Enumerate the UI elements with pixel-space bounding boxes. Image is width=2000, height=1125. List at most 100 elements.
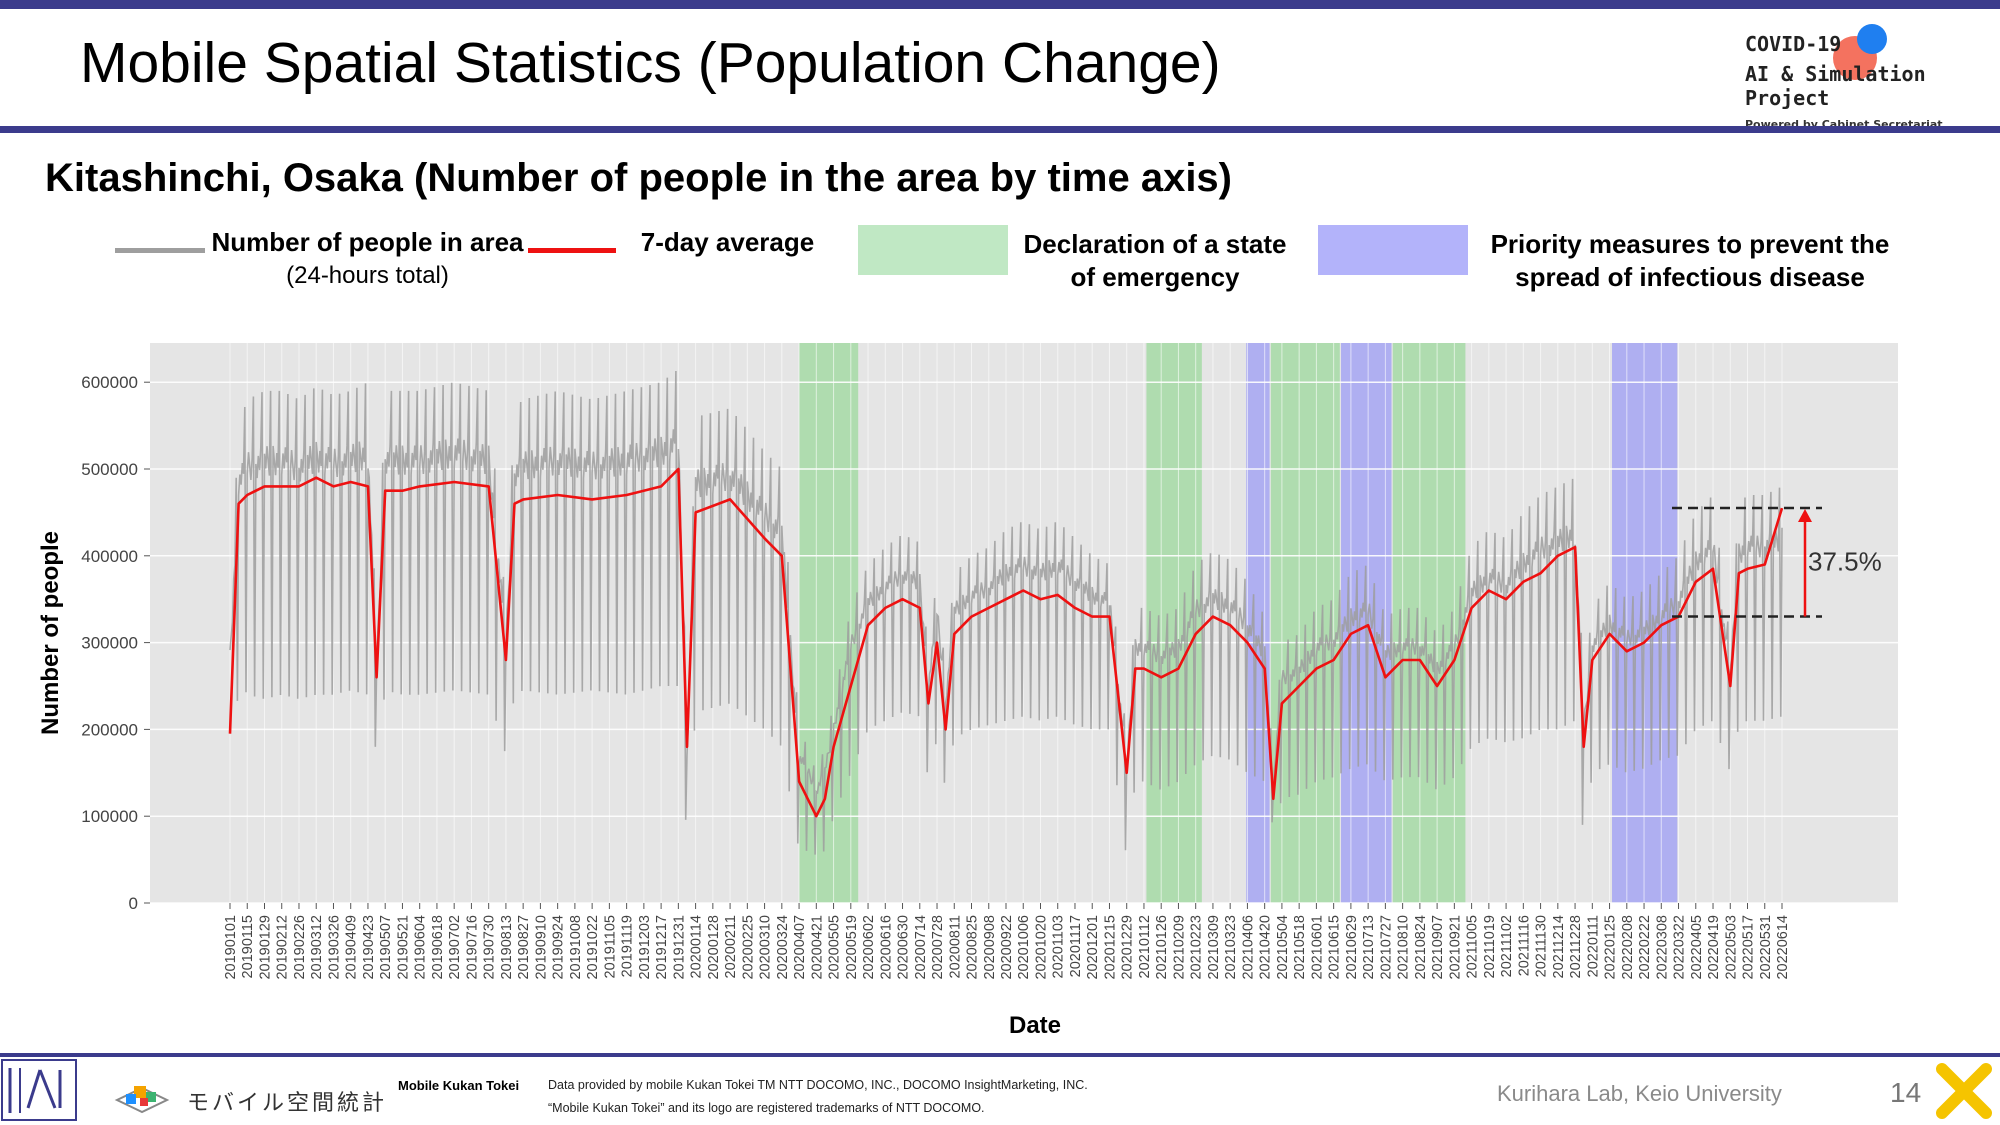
x-tick-label: 20190212 <box>275 915 291 980</box>
brand-english: Mobile Kukan Tokei <box>398 1078 520 1093</box>
legend-daily-subtext: (24-hours total) <box>286 262 449 289</box>
x-tick-label: 20190226 <box>292 915 308 980</box>
x-tick-label: 20211005 <box>1465 915 1481 978</box>
legend-daily-text: Number of people in area <box>211 227 524 257</box>
x-tick-label: 20201229 <box>1120 915 1136 980</box>
page-title: Mobile Spatial Statistics (Population Ch… <box>80 31 1221 95</box>
legend-priority-text-1: Priority measures to prevent the <box>1490 229 1890 259</box>
x-tick-label: 20200811 <box>947 915 963 978</box>
daily-count-line <box>229 370 1783 855</box>
change-annotation: 37.5% <box>1672 506 1882 618</box>
x-tick-label: 20200908 <box>982 915 998 980</box>
x-tick-label: 20190813 <box>499 915 515 980</box>
x-tick-label: 20200114 <box>689 915 705 978</box>
x-tick-label: 20220222 <box>1637 915 1653 980</box>
top-accent-bar <box>0 0 2000 9</box>
legend-priority-text-2: spread of infectious disease <box>1515 262 1865 292</box>
x-tick-label: 20190702 <box>447 915 463 980</box>
x-tick-label: 20210420 <box>1258 915 1274 980</box>
x-tick-label: 20200714 <box>913 915 929 980</box>
x-axis-ticks: 20190101 20190115 20190129 20190212 20190226… <box>223 903 1791 980</box>
x-tick-label: 20191217 <box>654 915 670 980</box>
x-tick-label: 20200519 <box>844 915 860 980</box>
legend-emergency-text-2: of emergency <box>1070 262 1240 292</box>
x-tick-label: 20210824 <box>1413 915 1429 980</box>
x-tick-label: 20210601 <box>1309 915 1325 980</box>
x-tick-label: 20201103 <box>1051 915 1067 978</box>
x-tick-label: 20210209 <box>1171 915 1187 980</box>
x-tick-label: 20210921 <box>1447 915 1463 980</box>
x-tick-label: 20210323 <box>1223 915 1239 980</box>
y-tick-label: 300000 <box>81 634 138 653</box>
x-tick-label: 20210713 <box>1361 915 1377 980</box>
x-tick-label: 20191231 <box>671 915 687 980</box>
x-tick-label: 20190312 <box>309 915 325 980</box>
x-tick-label: 20220308 <box>1654 915 1670 980</box>
x-tick-label: 20210629 <box>1344 915 1360 980</box>
x-tick-label: 20201006 <box>1016 915 1032 980</box>
annotation-percent-label: 37.5% <box>1808 546 1882 576</box>
x-tick-label: 20211019 <box>1482 915 1498 978</box>
x-tick-label: 20190129 <box>257 915 273 980</box>
legend-priority-label: Priority measures to prevent the spread … <box>1470 228 1910 294</box>
seven-day-average-line <box>228 467 1784 818</box>
x-tick-label: 20220419 <box>1706 915 1722 980</box>
legend-daily-swatch <box>115 248 205 253</box>
x-tick-label: 20190521 <box>395 915 411 980</box>
x-tick-label: 20220531 <box>1758 915 1774 980</box>
x-tick-label: 20190604 <box>413 915 429 980</box>
x-tick-label: 20200505 <box>827 915 843 980</box>
x-tick-label: 20191119 <box>620 915 636 977</box>
x-tick-label: 20190730 <box>482 915 498 980</box>
x-tick-label: 20210907 <box>1430 915 1446 980</box>
y-tick-label: 400000 <box>81 547 138 566</box>
x-tick-label: 20190716 <box>464 915 480 980</box>
x-tick-label: 20211102 <box>1499 915 1515 977</box>
x-tick-label: 20190409 <box>344 915 360 980</box>
x-tick-label: 20220503 <box>1723 915 1739 980</box>
x-tick-label: 20200825 <box>965 915 981 980</box>
x-tick-label: 20220111 <box>1585 915 1601 977</box>
x-tick-label: 20210504 <box>1275 915 1291 980</box>
data-credit-line-1: Data provided by mobile Kukan Tokei TM N… <box>548 1078 1088 1092</box>
x-tick-label: 20220322 <box>1672 915 1688 980</box>
x-tick-label: 20210223 <box>1189 915 1205 980</box>
daily-series <box>229 370 1783 855</box>
x-tick-label: 20220405 <box>1689 915 1705 980</box>
grid-lines <box>150 343 1898 904</box>
x-tick-label: 20210727 <box>1378 915 1394 980</box>
y-tick-label: 200000 <box>81 720 138 739</box>
x-tick-label: 20200128 <box>706 915 722 980</box>
data-credit-line-2: “Mobile Kukan Tokei” and its logo are re… <box>548 1101 985 1115</box>
x-tick-label: 20200421 <box>809 915 825 980</box>
x-tick-label: 20200616 <box>878 915 894 980</box>
x-tick-label: 20210406 <box>1240 915 1256 980</box>
x-tick-label: 20210518 <box>1292 915 1308 980</box>
brand-japanese: モバイル空間統計 <box>187 1090 388 1115</box>
legend-emergency-swatch <box>858 225 1008 275</box>
x-tick-label: 20211228 <box>1568 915 1584 978</box>
x-tick-label: 20201117 <box>1068 915 1084 977</box>
x-tick-label: 20201020 <box>1033 915 1049 980</box>
x-tick-label: 20190924 <box>551 915 567 980</box>
x-tick-label: 20190115 <box>240 915 256 978</box>
x-tick-label: 20200630 <box>896 915 912 980</box>
annotation-arrow-head <box>1798 509 1812 523</box>
x-tick-label: 20200310 <box>758 915 774 980</box>
emergency-period-band <box>1392 343 1466 903</box>
x-tick-label: 20200728 <box>930 915 946 980</box>
y-tick-label: 500000 <box>81 460 138 479</box>
legend-emergency-text-1: Declaration of a state <box>1023 229 1287 259</box>
x-tick-label: 20200225 <box>740 915 756 980</box>
emergency-period-band <box>799 343 859 903</box>
x-tick-label: 20220614 <box>1775 915 1791 980</box>
legend-average-label: 7-day average <box>640 227 815 257</box>
x-tick-label: 20200602 <box>861 915 877 980</box>
y-axis-label: Number of people <box>37 531 64 735</box>
x-tick-label: 20210309 <box>1206 915 1222 980</box>
x-tick-label: 20191105 <box>602 915 618 978</box>
x-axis-label: Date <box>1009 1012 1061 1039</box>
x-tick-label: 20191022 <box>585 915 601 980</box>
x-tick-label: 20190326 <box>326 915 342 980</box>
x-tick-label: 20190618 <box>430 915 446 980</box>
